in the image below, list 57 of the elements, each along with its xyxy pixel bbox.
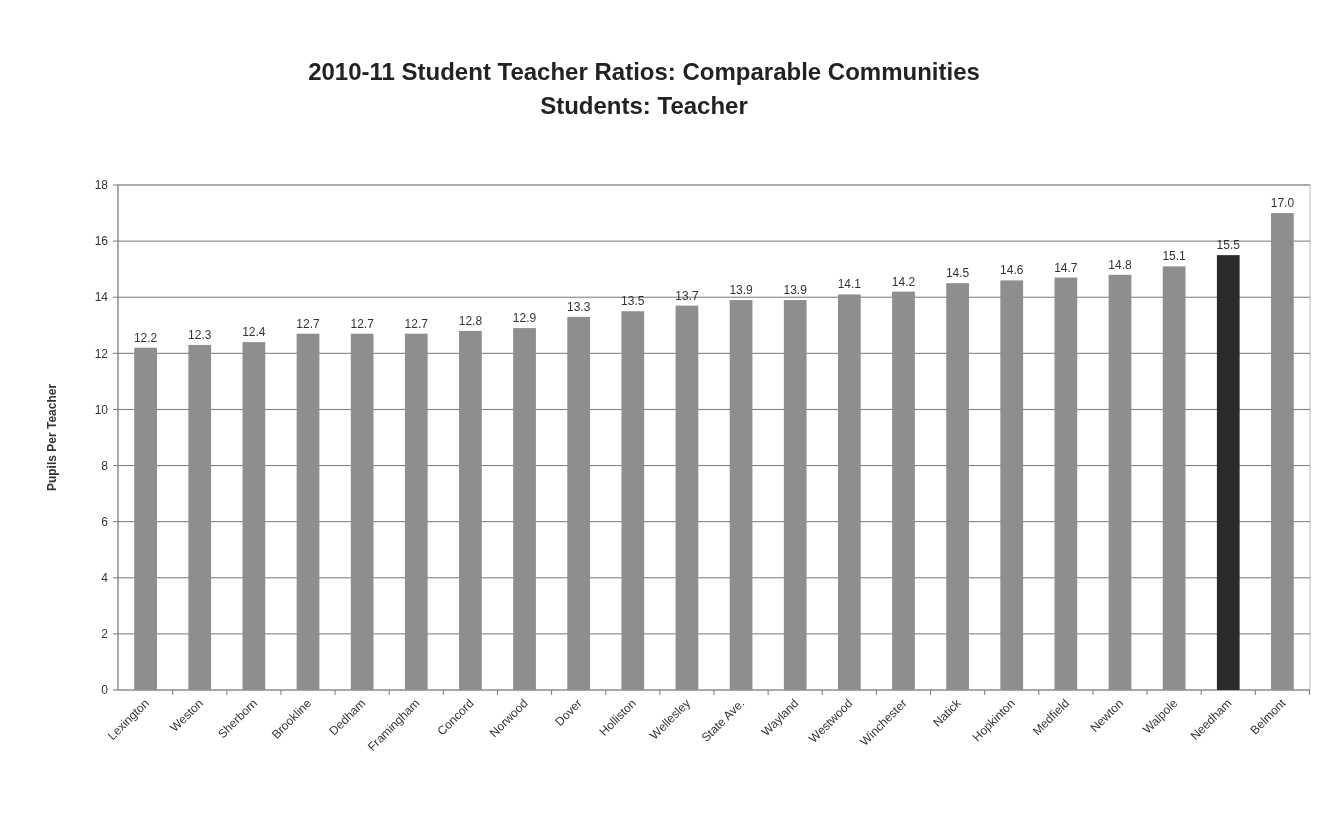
data-label: 15.1 <box>1162 249 1187 264</box>
data-label: 14.1 <box>837 277 862 292</box>
chart-subtitle: Students: Teacher <box>540 92 748 119</box>
bar <box>1162 266 1186 690</box>
data-label: 13.9 <box>783 283 808 298</box>
data-label: 13.7 <box>675 288 699 303</box>
y-tick-label: 14 <box>94 290 109 305</box>
bar <box>242 342 266 690</box>
data-label: 14.6 <box>1000 263 1024 278</box>
y-axis-title: Pupils Per Teacher <box>45 383 59 492</box>
data-label: 12.2 <box>133 330 158 345</box>
bar <box>837 294 861 690</box>
data-label: 13.9 <box>729 283 754 298</box>
bar <box>350 333 374 690</box>
bar <box>621 311 645 690</box>
y-tick-label: 18 <box>94 178 109 193</box>
data-label: 14.5 <box>945 266 970 281</box>
data-label: 15.5 <box>1216 238 1241 253</box>
bar <box>1000 280 1024 690</box>
data-label: 12.4 <box>242 325 266 340</box>
bar <box>783 300 807 690</box>
data-label: 12.7 <box>404 316 429 331</box>
y-tick-label: 0 <box>101 683 109 698</box>
data-label: 12.7 <box>350 316 375 331</box>
bar <box>134 347 157 690</box>
data-label: 14.2 <box>891 274 916 289</box>
data-label: 12.9 <box>512 311 537 326</box>
bar <box>1271 213 1294 690</box>
data-label: 14.8 <box>1108 257 1132 272</box>
bar <box>946 283 969 690</box>
bar <box>404 333 428 690</box>
y-tick-label: 16 <box>94 234 109 249</box>
bar <box>188 344 212 690</box>
bar <box>892 291 915 690</box>
bar <box>296 333 320 690</box>
y-tick-label: 8 <box>101 458 109 473</box>
bar <box>459 330 482 690</box>
y-tick-label: 6 <box>101 514 109 529</box>
data-label: 14.7 <box>1054 260 1078 275</box>
bar <box>513 328 536 690</box>
data-label: 13.3 <box>566 299 591 314</box>
y-tick-label: 12 <box>94 346 109 361</box>
bar <box>1216 255 1240 690</box>
chart-title: 2010-11 Student Teacher Ratios: Comparable Communities <box>308 58 980 85</box>
y-tick-label: 2 <box>101 627 109 642</box>
data-label: 13.5 <box>621 294 645 309</box>
y-tick-label: 10 <box>94 402 109 417</box>
bar <box>1108 274 1132 690</box>
bar <box>729 300 753 690</box>
data-label: 12.3 <box>188 327 212 342</box>
y-tick-label: 4 <box>101 570 109 585</box>
data-label: 17.0 <box>1270 196 1295 211</box>
bar <box>1054 277 1078 690</box>
bar <box>567 316 591 690</box>
bar <box>675 305 699 690</box>
data-label: 12.8 <box>458 313 483 328</box>
data-label: 12.7 <box>296 316 321 331</box>
